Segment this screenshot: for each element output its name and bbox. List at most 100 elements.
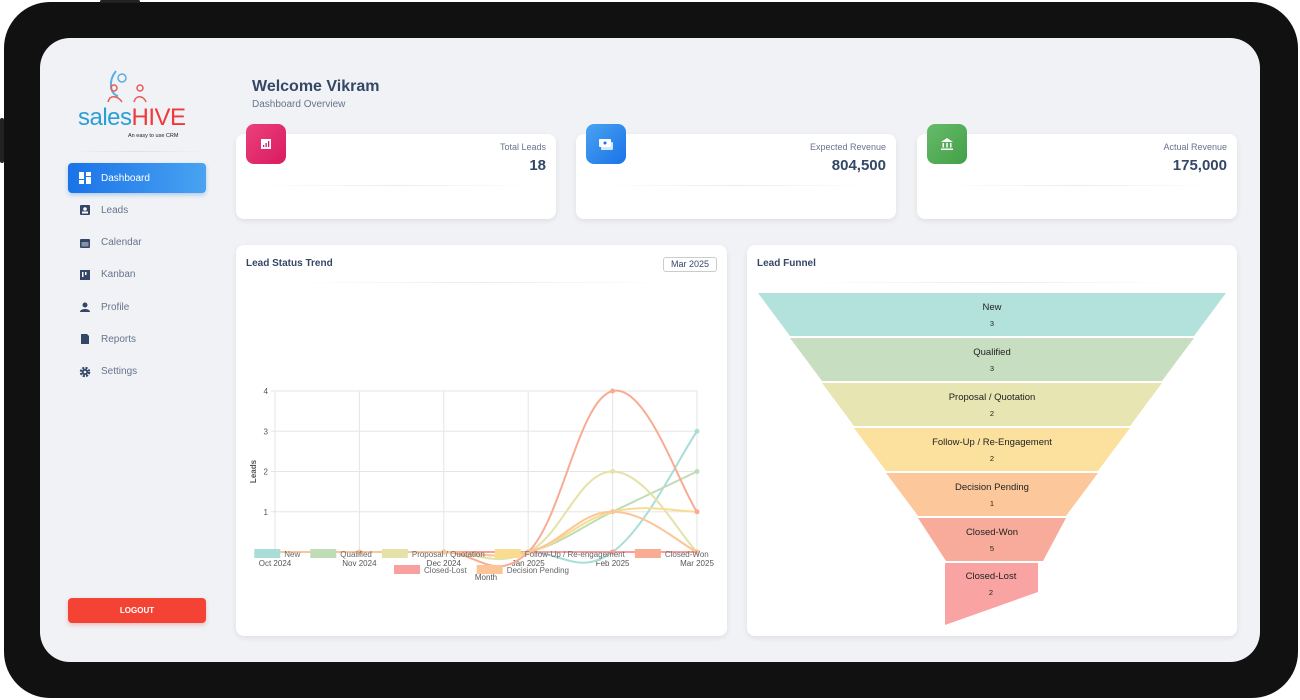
report-icon xyxy=(81,334,89,345)
legend-swatch xyxy=(394,565,421,574)
funnel-stage xyxy=(886,473,1098,516)
y-axis-label: Leads xyxy=(249,459,258,483)
sidebar-item-reports[interactable]: Reports xyxy=(68,324,206,354)
funnel-stage-label: Qualified xyxy=(973,347,1011,358)
funnel-stage-value: 2 xyxy=(989,588,993,597)
legend-swatch xyxy=(381,549,408,558)
bank-icon xyxy=(927,124,967,164)
stat-value: 175,000 xyxy=(1172,157,1227,174)
funnel-chart: New 3 Qualified 3 Proposal / Quotation 2 Follo… xyxy=(758,293,1226,625)
sidebar-nav: Dashboard Leads Calendar Kanban Profile … xyxy=(68,163,206,389)
series-line xyxy=(274,510,698,557)
sidebar-item-settings[interactable]: Settings xyxy=(68,357,206,387)
sidebar-item-label: Kanban xyxy=(101,269,136,281)
legend-label: Follow-Up / Re-engagement xyxy=(525,550,626,559)
data-point xyxy=(441,549,447,555)
sidebar-item-leads[interactable]: Leads xyxy=(68,195,206,225)
legend-label: Closed-Lost xyxy=(424,566,467,575)
page-title: Welcome Vikram xyxy=(252,78,380,95)
sidebar-item-label: Settings xyxy=(101,366,138,378)
legend-label: Closed-Won xyxy=(665,550,709,559)
funnel-stage-label: Proposal / Quotation xyxy=(949,392,1036,403)
screen: salesHIVE An easy to use CRM Dashboard L… xyxy=(40,38,1260,662)
legend-label: Proposal / Quotation xyxy=(412,550,485,559)
logout-button[interactable]: LOGOUT xyxy=(68,598,206,623)
legend-label: Decision Pending xyxy=(507,566,569,575)
divider xyxy=(70,151,205,152)
funnel-stage-value: 3 xyxy=(990,364,994,373)
legend-label: Qualified xyxy=(340,550,372,559)
funnel-stage-label: Closed-Lost xyxy=(966,571,1017,582)
funnel-stage-label: New xyxy=(982,302,1001,313)
sidebar-item-label: Dashboard xyxy=(101,172,150,184)
funnel-stage-value: 5 xyxy=(990,544,994,553)
stat-card-total-leads: Total Leads 18 xyxy=(236,124,556,219)
series-line xyxy=(274,430,698,564)
divider xyxy=(296,282,667,283)
data-point xyxy=(694,469,700,474)
data-point xyxy=(610,549,616,555)
money-icon xyxy=(586,124,626,164)
funnel-stage xyxy=(854,428,1130,471)
page-subtitle: Dashboard Overview xyxy=(252,99,346,110)
funnel-stage xyxy=(758,293,1226,336)
sidebar-item-profile[interactable]: Profile xyxy=(68,292,206,322)
stat-label: Total Leads xyxy=(499,142,546,152)
legend-swatch xyxy=(634,549,661,558)
y-tick-label: 4 xyxy=(264,387,269,396)
data-point xyxy=(356,549,362,555)
y-tick-label: 2 xyxy=(264,468,269,477)
x-tick-label: Mar 2025 xyxy=(680,559,714,568)
funnel-stage-label: Follow-Up / Re-Engagement xyxy=(932,437,1052,448)
data-point xyxy=(694,509,700,515)
funnel-stage xyxy=(945,563,1038,625)
funnel-stage-label: Decision Pending xyxy=(955,482,1029,493)
data-point xyxy=(694,549,700,555)
sidebar-item-dashboard[interactable]: Dashboard xyxy=(68,163,206,193)
y-tick-label: 1 xyxy=(264,508,269,517)
sidebar-item-kanban[interactable]: Kanban xyxy=(68,260,206,290)
legend-label: New xyxy=(284,550,300,559)
sidebar-item-label: Leads xyxy=(101,204,129,216)
kanban-icon xyxy=(80,269,90,280)
stat-card-actual-revenue: Actual Revenue 175,000 xyxy=(917,124,1237,219)
gear-icon xyxy=(79,366,91,378)
data-point xyxy=(694,428,700,434)
sidebar-item-label: Profile xyxy=(101,301,130,313)
x-tick-label: Feb 2025 xyxy=(596,559,630,568)
stat-label: Actual Revenue xyxy=(1163,142,1227,152)
series-line xyxy=(274,470,698,557)
data-point xyxy=(610,509,616,515)
funnel-stage xyxy=(790,338,1194,381)
data-point xyxy=(610,388,616,394)
device-button xyxy=(100,0,140,3)
person-icon xyxy=(80,302,90,313)
dashboard-icon xyxy=(79,172,91,184)
x-tick-label: Dec 2024 xyxy=(427,559,462,568)
legend-swatch xyxy=(476,565,503,574)
legend-swatch xyxy=(494,549,521,558)
legend-swatch xyxy=(310,549,337,558)
logo: salesHIVE xyxy=(78,66,188,130)
stat-value: 18 xyxy=(529,157,546,174)
sidebar-item-calendar[interactable]: Calendar xyxy=(68,228,206,258)
sidebar-item-label: Reports xyxy=(101,333,137,345)
divider xyxy=(807,282,1177,283)
period-selector[interactable]: Mar 2025 xyxy=(662,257,717,272)
calendar-icon xyxy=(80,238,90,248)
bar-chart-icon xyxy=(246,124,286,164)
divider xyxy=(601,185,871,186)
divider xyxy=(942,185,1212,186)
data-point xyxy=(610,469,616,474)
brand-tagline: An easy to use CRM xyxy=(128,133,179,139)
x-axis-label: Month xyxy=(475,573,497,582)
lead-funnel-panel: Lead Funnel New 3 Qualified 3 Proposal / Quo… xyxy=(747,245,1237,636)
brand-name: salesHIVE xyxy=(78,104,186,131)
panel-title: Lead Status Trend xyxy=(246,258,333,269)
data-point xyxy=(525,549,531,555)
panel-title: Lead Funnel xyxy=(757,258,816,269)
funnel-stage-value: 3 xyxy=(990,319,994,328)
funnel-stage-value: 2 xyxy=(990,409,994,418)
device-button xyxy=(0,118,4,163)
